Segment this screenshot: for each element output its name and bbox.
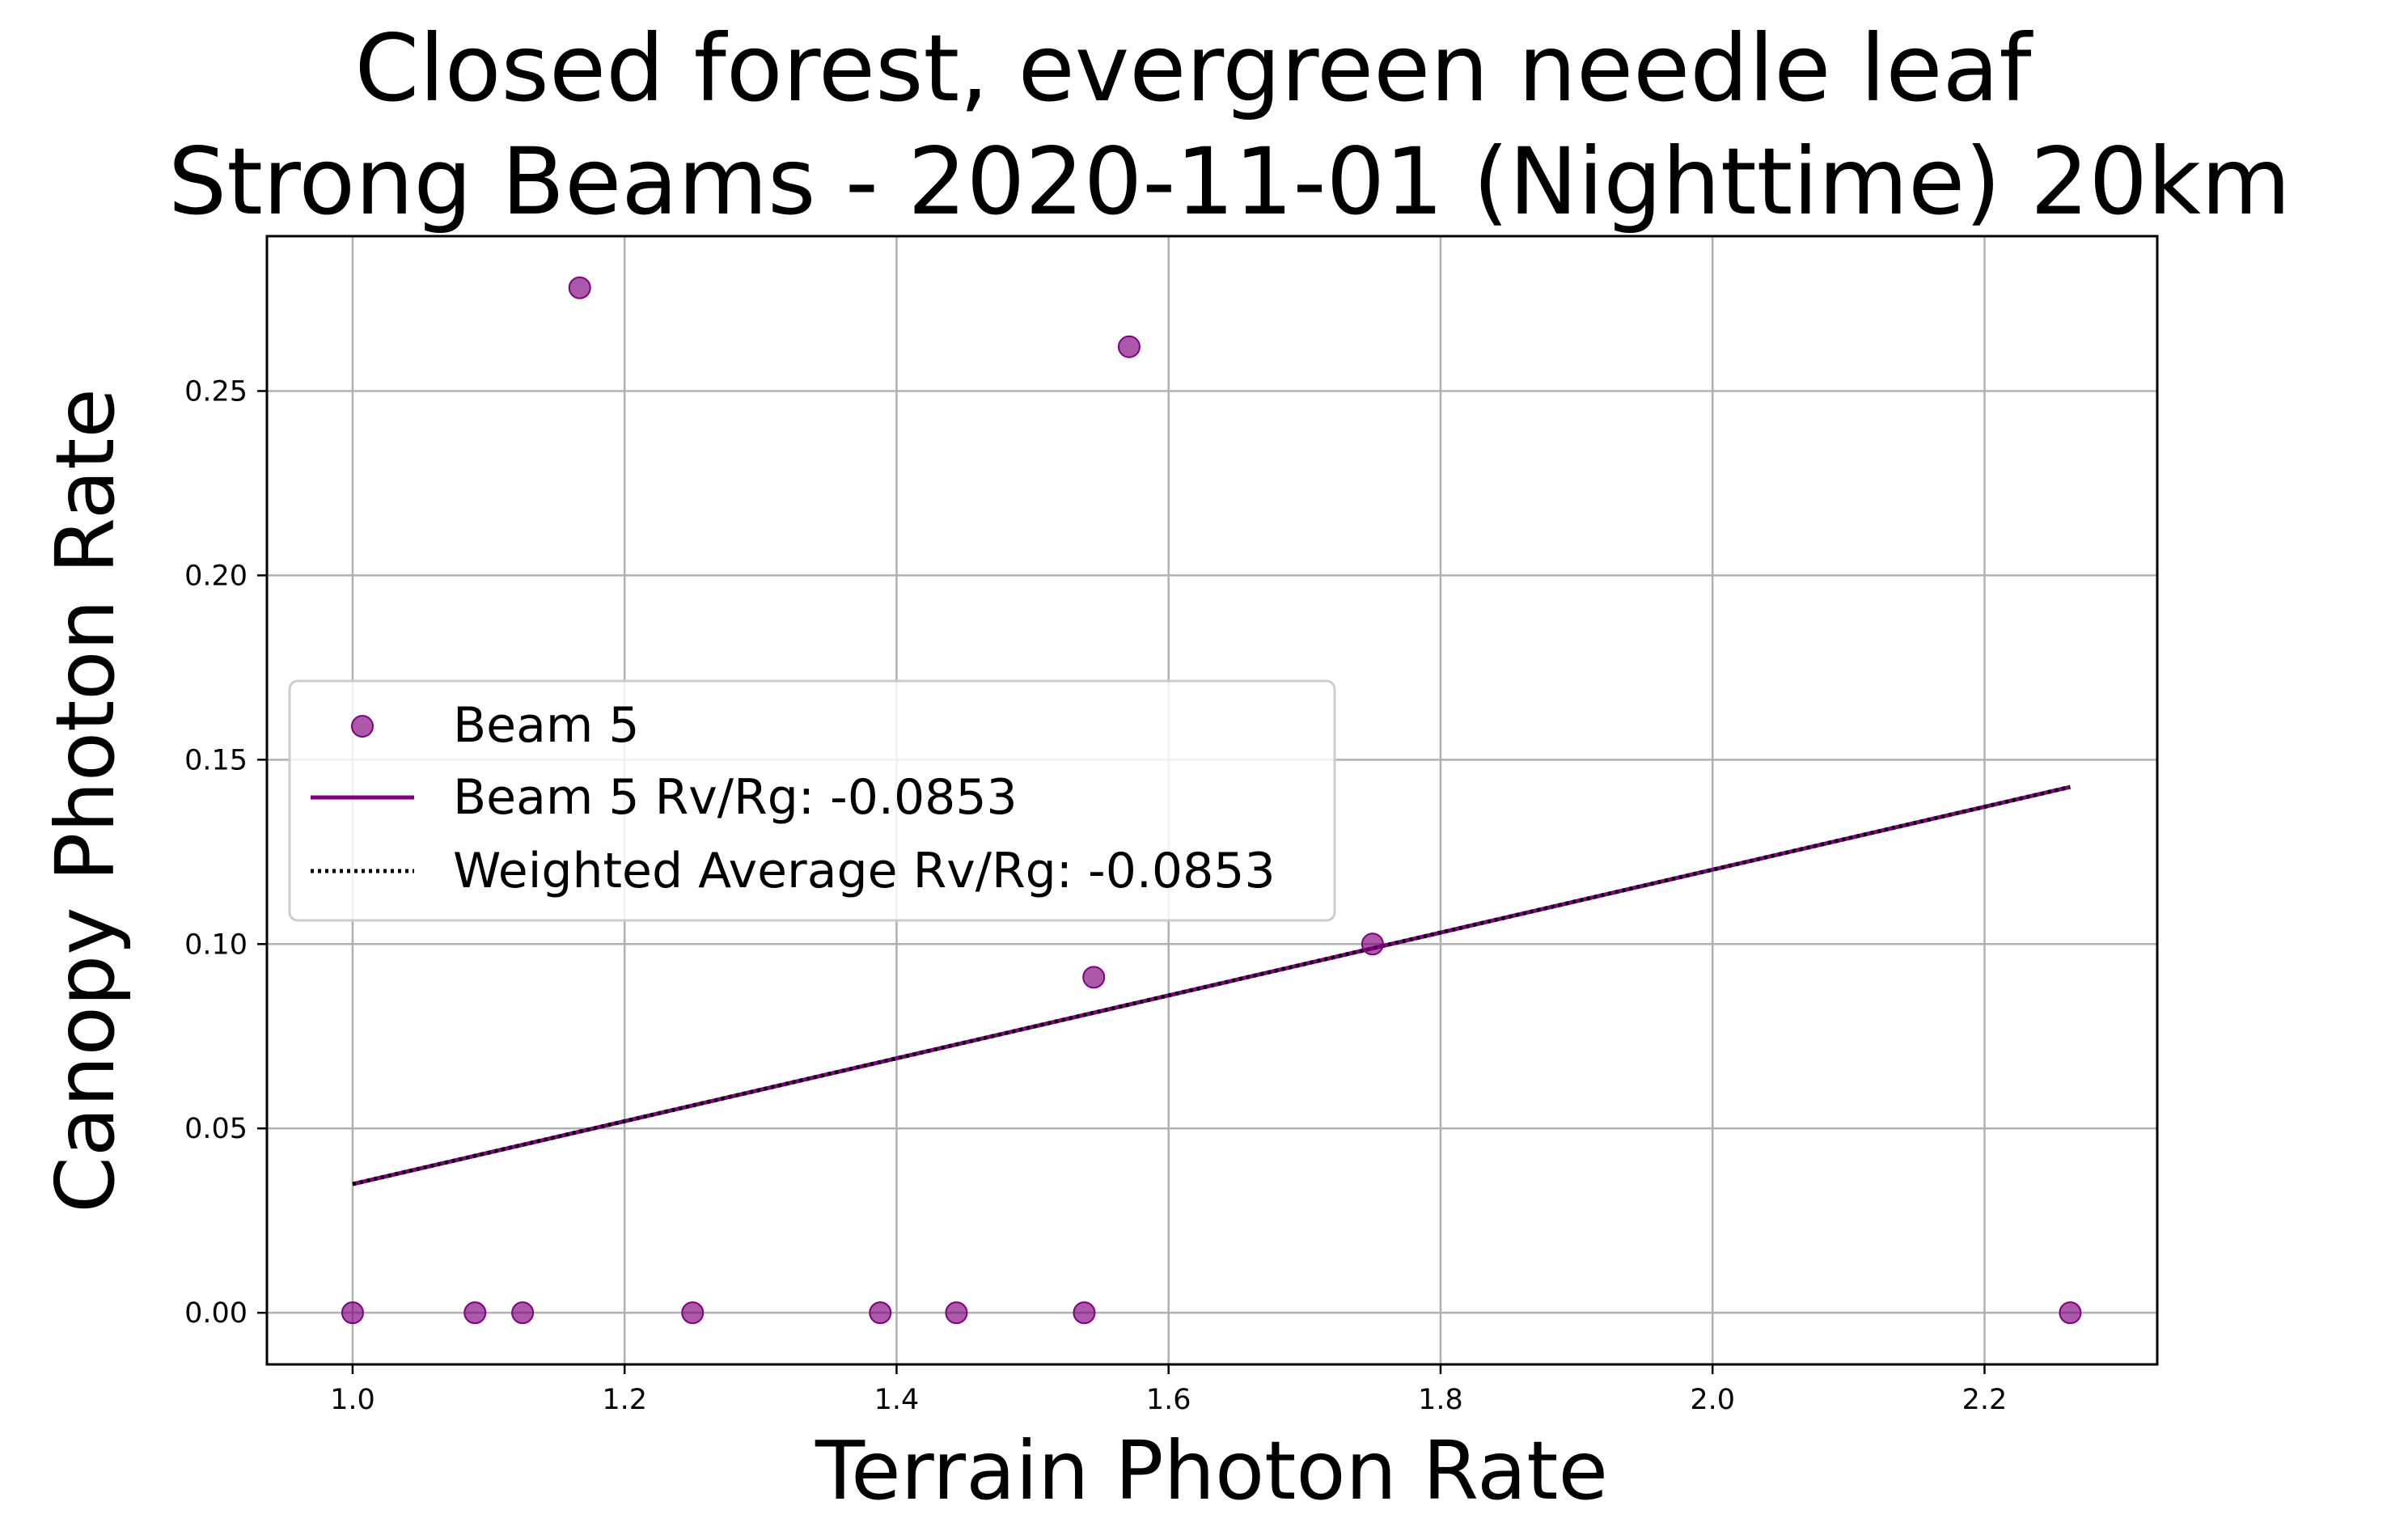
x-tick-label-4: 1.8	[1418, 1384, 1463, 1416]
scatter-point-0	[341, 1301, 364, 1325]
x-axis-label: Terrain Photon Rate	[815, 1423, 1608, 1518]
scatter-point-4	[869, 1301, 892, 1325]
legend-label-beam-5-fit: Beam 5 Rv/Rg: -0.0853	[453, 769, 1018, 826]
legend-marker-beam-5	[351, 715, 374, 738]
x-tick-label-1: 1.2	[602, 1384, 647, 1416]
scatter-point-3	[681, 1301, 705, 1325]
x-tick-label-2: 1.4	[874, 1384, 920, 1416]
y-tick-label-2: 0.10	[184, 928, 248, 961]
fit-lines	[352, 785, 2071, 1186]
scatter-point-6	[1073, 1301, 1096, 1325]
y-tick-label-3: 0.15	[184, 744, 248, 776]
y-tick-label-0: 0.00	[184, 1297, 248, 1330]
axis-ticks: 1.0 1.2 1.4 1.6 1.8 2.0 2.2 0.00 0.05 0.10 0.15 0.2…	[184, 375, 2007, 1416]
y-tick-label-1: 0.05	[184, 1113, 248, 1145]
scatter-point-9	[1117, 335, 1141, 358]
plot-frame	[265, 235, 2159, 1366]
legend: Beam 5 Beam 5 Rv/Rg: -0.0853 Weighted Av…	[288, 679, 1336, 922]
legend-label-weighted-average: Weighted Average Rv/Rg: -0.0853	[453, 843, 1276, 899]
x-tick-label-0: 1.0	[330, 1384, 375, 1416]
weighted-average-line	[352, 785, 2071, 1186]
x-tick-label-3: 1.6	[1146, 1384, 1191, 1416]
y-axis-label: Canopy Photon Rate	[38, 388, 133, 1213]
scatter-point-8	[568, 276, 591, 299]
x-tick-label-5: 2.0	[1690, 1384, 1735, 1416]
chart-title-line-1: Closed forest, evergreen needle leaf	[355, 15, 2034, 122]
legend-box	[288, 679, 1336, 922]
scatter-point-2	[511, 1301, 535, 1325]
y-tick-label-4: 0.20	[184, 560, 248, 592]
scatter-points	[341, 276, 2082, 1325]
scatter-point-5	[945, 1301, 968, 1325]
scatter-point-11	[1361, 933, 1384, 956]
scatter-point-1	[463, 1301, 487, 1325]
x-tick-label-6: 2.2	[1962, 1384, 2008, 1416]
y-tick-label-5: 0.25	[184, 375, 248, 408]
chart-title-line-2: Strong Beams - 2020-11-01 (Nighttime) 20…	[168, 128, 2291, 235]
legend-label-beam-5: Beam 5	[453, 697, 640, 754]
scatter-point-10	[1082, 966, 1106, 989]
scatter-point-7	[2059, 1301, 2082, 1325]
